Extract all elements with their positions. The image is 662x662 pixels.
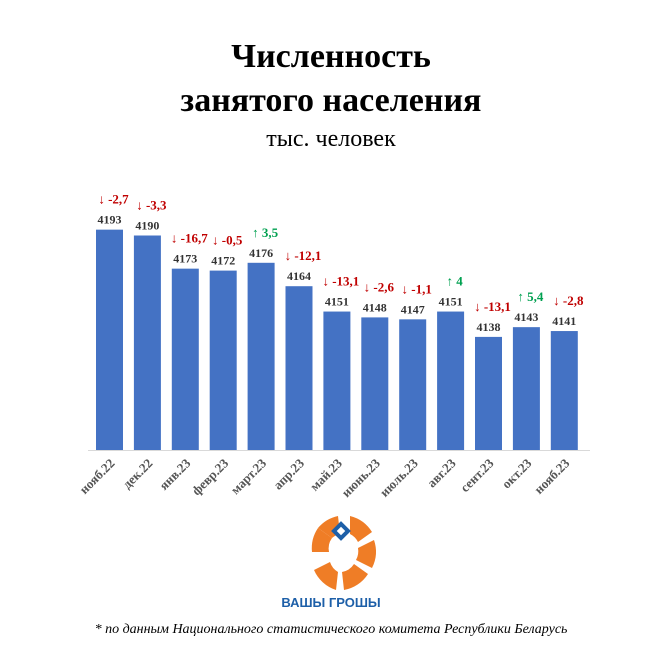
- change-label: ↓ -13,1: [322, 274, 359, 289]
- bar: [437, 311, 465, 450]
- chart-subtitle: тыс. человек: [266, 126, 396, 152]
- category-label: июль.23: [377, 455, 422, 500]
- bar: [133, 235, 161, 450]
- logo-name: ВАШЫ ГРОШЫ: [281, 595, 381, 610]
- chart-title-line2: занятого населения: [180, 82, 482, 119]
- bar-value-label: 4176: [249, 246, 273, 260]
- change-label: ↓ -13,1: [474, 299, 511, 314]
- category-label: сент.23: [457, 455, 497, 495]
- change-label: ↑ 4: [446, 274, 463, 289]
- bar: [512, 327, 540, 450]
- bar-value-label: 4151: [439, 295, 463, 309]
- bar-value-label: 4151: [325, 295, 349, 309]
- bar-value-label: 4173: [173, 252, 197, 266]
- bar: [96, 229, 123, 450]
- bar-value-label: 4190: [135, 219, 159, 233]
- category-label: нояб.22: [76, 456, 117, 497]
- change-label: ↓ -12,1: [285, 248, 322, 263]
- change-label: ↓ -2,7: [98, 192, 129, 207]
- bar-value-label: 4138: [477, 320, 501, 334]
- bars-layer: 4193 ↓ -2,7 нояб.22 4190 ↓ -3,3 дек.22 4173 ↓ -…: [76, 192, 590, 500]
- logo-icon: [311, 516, 376, 590]
- bar: [247, 262, 275, 450]
- bar-value-label: 4141: [552, 314, 576, 328]
- bar: [209, 270, 237, 450]
- category-label: окт.23: [499, 455, 535, 491]
- bar-value-label: 4143: [514, 310, 538, 324]
- change-label: ↓ -16,7: [171, 231, 208, 246]
- category-label: дек.22: [119, 456, 155, 492]
- bar: [285, 286, 313, 450]
- chart-title-line1: Численность: [231, 38, 431, 75]
- category-label: апр.23: [270, 455, 307, 492]
- bar-value-label: 4164: [287, 269, 311, 283]
- footnote: * по данным Национального статистическог…: [94, 622, 568, 637]
- bar: [361, 317, 389, 450]
- bar: [550, 331, 578, 450]
- bar-value-label: 4147: [401, 302, 425, 316]
- category-label: авг.23: [424, 455, 459, 490]
- bar: [399, 319, 427, 450]
- change-label: ↓ -2,6: [364, 279, 395, 294]
- category-label: июнь.23: [338, 455, 383, 500]
- change-label: ↓ -3,3: [136, 198, 167, 213]
- change-label: ↓ -2,8: [553, 293, 584, 308]
- bar-value-label: 4172: [211, 254, 235, 268]
- change-label: ↑ 5,4: [517, 289, 544, 304]
- category-label: март.23: [228, 455, 270, 497]
- change-label: ↑ 3,5: [252, 225, 279, 240]
- bar: [171, 268, 199, 450]
- change-label: ↓ -1,1: [402, 281, 432, 296]
- change-label: ↓ -0,5: [212, 233, 243, 248]
- bar-value-label: 4193: [98, 213, 122, 227]
- bar: [323, 311, 351, 450]
- category-label: нояб.23: [531, 455, 573, 497]
- bar: [475, 336, 502, 450]
- category-label: февр.23: [189, 455, 232, 498]
- bar-value-label: 4148: [363, 300, 387, 314]
